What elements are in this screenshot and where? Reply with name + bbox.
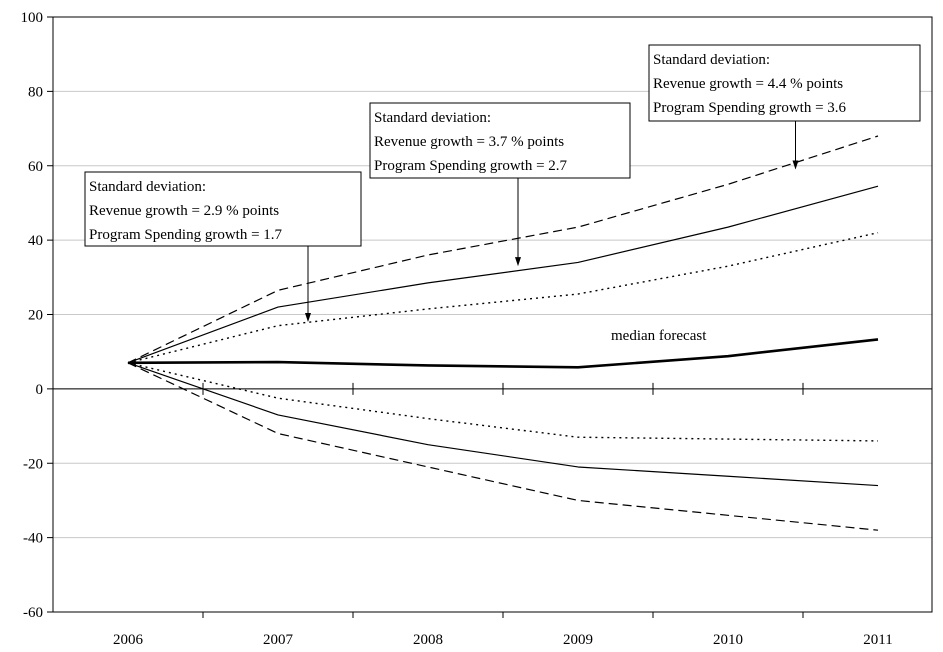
y-tick-label: -20	[23, 456, 43, 472]
series-lower-mid	[127, 362, 879, 487]
annotation-line: Revenue growth = 4.4 % points	[653, 76, 843, 92]
y-tick-label: 20	[28, 308, 43, 324]
tick-labels: 100 80 60 40 20 0 -20 -40 -60 2006 2007 2008 2009 201…	[21, 10, 893, 648]
annotation-box	[648, 44, 921, 122]
series-lower-outer	[127, 362, 879, 531]
annotation-arrow-head	[792, 160, 799, 170]
annotation-box1: Standard deviation: Revenue growth = 2.9 …	[84, 171, 362, 322]
x-tick-label: 2011	[863, 632, 892, 648]
annotation-box3: Standard deviation: Revenue growth = 4.4 …	[648, 44, 921, 170]
annotation-box2: Standard deviation: Revenue growth = 3.7 …	[369, 102, 631, 267]
y-tick-label: 40	[28, 233, 43, 249]
y-tick-label: 100	[21, 10, 44, 26]
series-upper-inner	[127, 232, 879, 364]
x-tick-label: 2006	[113, 632, 144, 648]
annotation-line: Program Spending growth = 2.7	[374, 158, 568, 174]
series-lower-inner	[127, 362, 879, 442]
series-upper-mid	[127, 185, 879, 364]
y-tick-label: 0	[36, 382, 44, 398]
annotation-line: Program Spending growth = 1.7	[89, 227, 283, 243]
x-tick-label: 2008	[413, 632, 443, 648]
annotation-arrow-head	[305, 312, 311, 322]
annotation-line: Standard deviation:	[89, 179, 206, 195]
median-forecast-label: median forecast	[611, 328, 707, 344]
annotation-line: Standard deviation:	[653, 52, 770, 68]
axes	[47, 16, 933, 618]
x-tick-label: 2010	[713, 632, 743, 648]
plot-frame	[52, 16, 933, 613]
x-tick-label: 2007	[263, 632, 294, 648]
x-tick-label: 2009	[563, 632, 593, 648]
annotation-line: Program Spending growth = 3.6	[653, 100, 847, 116]
series-median	[127, 338, 879, 369]
series-upper-outer	[127, 135, 879, 364]
annotation-arrow-head	[515, 257, 521, 267]
y-tick-label: -40	[23, 531, 43, 547]
y-tick-label: 80	[28, 84, 43, 100]
y-tick-label: 60	[28, 159, 43, 175]
annotation-box	[369, 102, 631, 179]
annotation-line: Revenue growth = 2.9 % points	[89, 203, 279, 219]
annotation-box	[84, 171, 362, 247]
series-lines	[127, 135, 879, 531]
y-tick-label: -60	[23, 605, 43, 621]
annotation-line: Revenue growth = 3.7 % points	[374, 134, 564, 150]
annotations: median forecast Standard deviation: Revenu…	[84, 44, 921, 344]
annotation-line: Standard deviation:	[374, 110, 491, 126]
